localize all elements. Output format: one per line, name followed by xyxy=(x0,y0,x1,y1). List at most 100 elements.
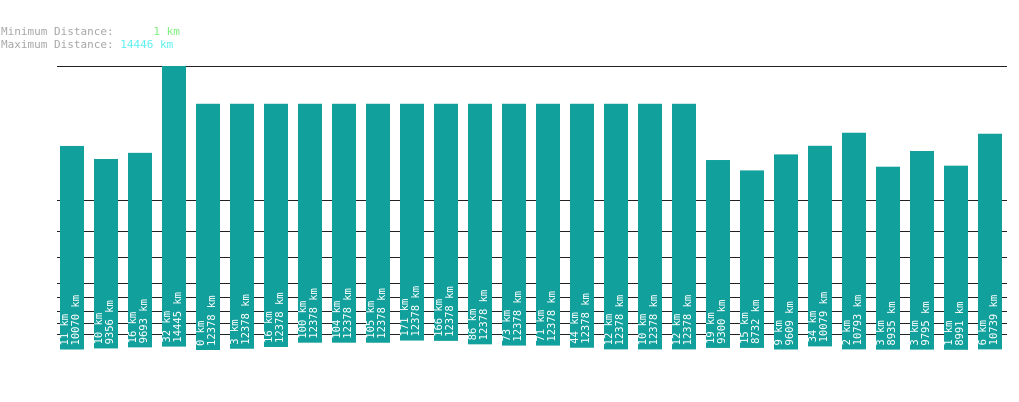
distance-bar xyxy=(638,103,662,350)
distance-bar xyxy=(978,133,1002,350)
step-distance-label: 12 km xyxy=(671,314,683,346)
bar-group: 15 km 8732 km xyxy=(739,170,764,348)
total-distance-label: 10070 km xyxy=(70,295,82,346)
total-distance-label: 12378 km xyxy=(206,295,218,346)
step-distance-label: 86 km xyxy=(467,309,479,341)
distance-bar xyxy=(332,103,356,343)
min-distance-label: Minimum Distance: xyxy=(1,25,114,38)
bar-group: 171 km 12378 km xyxy=(399,103,424,341)
bar-group: 3 km 12378 km xyxy=(229,103,254,349)
step-distance-label: 3 km xyxy=(875,320,887,345)
bar-group: 32 km 14445 km xyxy=(161,66,186,347)
bar-group: 86 km 12378 km xyxy=(467,103,492,345)
bar-group: 9 km 9609 km xyxy=(773,154,798,350)
min-distance-value: 1 km xyxy=(153,25,180,38)
total-distance-label: 12378 km xyxy=(648,295,660,346)
distance-bar xyxy=(128,152,152,348)
step-distance-label: 44 km xyxy=(569,312,581,344)
distance-bar xyxy=(740,170,764,348)
step-distance-label: 9 km xyxy=(773,320,785,345)
total-distance-label: 12378 km xyxy=(512,291,524,342)
step-distance-label: 1 km xyxy=(943,321,955,346)
distance-bar xyxy=(604,103,628,350)
step-distance-label: 11 km xyxy=(59,314,71,346)
step-distance-label: 34 km xyxy=(807,311,819,343)
distance-bar xyxy=(672,103,696,350)
distance-bar xyxy=(196,103,220,350)
distance-summary: Minimum Distance: 1 km Maximum Distance:… xyxy=(1,25,180,51)
total-distance-label: 8935 km xyxy=(886,301,898,345)
step-distance-label: 104 km xyxy=(331,301,343,339)
total-distance-label: 9300 km xyxy=(716,300,728,344)
total-distance-label: 12378 km xyxy=(580,293,592,344)
step-distance-label: 100 km xyxy=(297,301,309,339)
total-distance-label: 9795 km xyxy=(920,301,932,345)
bar-group: 10 km 12378 km xyxy=(637,103,662,350)
total-distance-label: 9693 km xyxy=(138,299,150,343)
distance-bar xyxy=(502,103,526,346)
distance-bar xyxy=(162,66,186,347)
distance-bar xyxy=(706,160,730,348)
bar-group: 6 km 10739 km xyxy=(977,133,1002,350)
distance-bar xyxy=(94,159,118,349)
total-distance-label: 12378 km xyxy=(614,295,626,346)
distance-bar xyxy=(536,103,560,346)
bar-group: 11 km 10070 km xyxy=(59,145,84,350)
step-distance-label: 0 km xyxy=(195,321,207,346)
bar-group: 0 km 12378 km xyxy=(195,103,220,350)
max-distance-row: Maximum Distance: 14446 km xyxy=(1,38,180,51)
step-distance-label: 166 km xyxy=(433,299,445,337)
total-distance-label: 8732 km xyxy=(750,300,762,344)
bar-group: 71 km 12378 km xyxy=(535,103,560,346)
step-distance-label: 6 km xyxy=(977,320,989,345)
step-distance-label: 105 km xyxy=(365,301,377,339)
total-distance-label: 12378 km xyxy=(240,294,252,345)
step-distance-label: 32 km xyxy=(161,311,173,343)
total-distance-label: 12378 km xyxy=(444,286,456,337)
step-distance-label: 2 km xyxy=(841,320,853,345)
max-distance-value: 14446 km xyxy=(120,38,174,51)
distance-bar xyxy=(910,150,934,350)
total-distance-label: 10739 km xyxy=(988,295,1000,346)
max-distance-label: Maximum Distance: xyxy=(1,38,114,51)
bar-group: 10 km 9356 km xyxy=(93,159,118,349)
step-distance-label: 73 km xyxy=(501,310,513,342)
distance-bar xyxy=(298,103,322,343)
step-distance-label: 3 km xyxy=(909,320,921,345)
step-distance-label: 171 km xyxy=(399,299,411,337)
distance-bar xyxy=(808,145,832,347)
bar-group: 3 km 8935 km xyxy=(875,166,900,350)
distance-bar xyxy=(400,103,424,341)
total-distance-label: 10079 km xyxy=(818,292,830,343)
total-distance-label: 9356 km xyxy=(104,300,116,344)
step-distance-label: 12 km xyxy=(603,314,615,346)
step-distance-label: 10 km xyxy=(93,313,105,345)
min-distance-row: Minimum Distance: 1 km xyxy=(1,25,180,38)
total-distance-label: 10793 km xyxy=(852,295,864,346)
total-distance-label: 9609 km xyxy=(784,301,796,345)
bar-group: 34 km 10079 km xyxy=(807,145,832,347)
bar-group: 104 km 12378 km xyxy=(331,103,356,343)
bar-group: 100 km 12378 km xyxy=(297,103,322,343)
total-distance-label: 12378 km xyxy=(342,288,354,339)
bar-group: 1 km 8991 km xyxy=(943,165,968,350)
distance-bar xyxy=(230,103,254,349)
total-distance-label: 8991 km xyxy=(954,302,966,346)
total-distance-label: 12378 km xyxy=(308,288,320,339)
step-distance-label: 16 km xyxy=(127,312,139,344)
step-distance-label: 10 km xyxy=(637,314,649,346)
bar-group: 73 km 12378 km xyxy=(501,103,526,346)
total-distance-label: 12378 km xyxy=(410,286,422,337)
distance-bar xyxy=(774,154,798,350)
total-distance-label: 14445 km xyxy=(172,292,184,343)
step-distance-label: 19 km xyxy=(705,312,717,344)
distance-bar xyxy=(60,145,84,350)
step-distance-label: 71 km xyxy=(535,310,547,342)
bar-group: 105 km 12378 km xyxy=(365,103,390,343)
distance-bar xyxy=(570,103,594,348)
step-distance-label: 15 km xyxy=(739,312,751,344)
bar-group: 12 km 12378 km xyxy=(603,103,628,350)
distance-bar xyxy=(366,103,390,343)
step-distance-label: 16 km xyxy=(263,311,275,343)
